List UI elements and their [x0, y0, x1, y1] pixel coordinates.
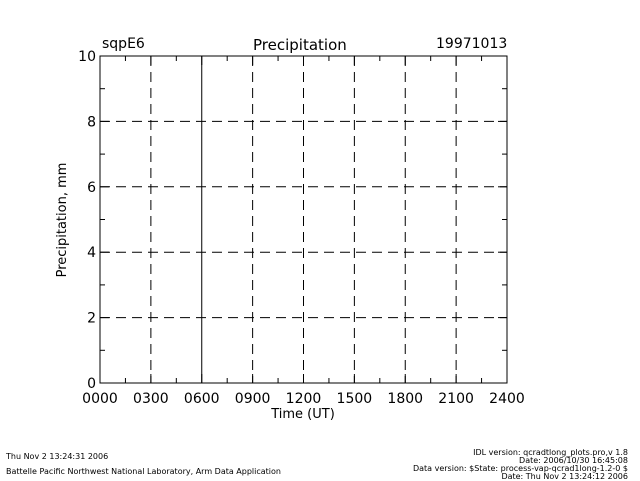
x-tick-label: 0000 — [82, 391, 118, 407]
x-tick-label: 2100 — [438, 391, 474, 407]
chart-title: Precipitation — [253, 36, 347, 54]
footer-idl-version: IDL version: qcradtlong_plots.pro,v 1.8 — [473, 448, 628, 457]
footer-data-version: Data version: $State: process-vap-qcrad1… — [412, 464, 628, 473]
x-tick-label: 2400 — [489, 391, 525, 407]
x-tick-label: 1500 — [337, 391, 373, 407]
grid-layer — [100, 56, 507, 383]
y-tick-label: 8 — [87, 114, 96, 130]
x-tick-label: 0300 — [133, 391, 169, 407]
x-tick-label: 0900 — [235, 391, 271, 407]
x-tick-label: 1200 — [286, 391, 322, 407]
y-tick-label: 4 — [87, 245, 96, 261]
y-axis-label: Precipitation, mm — [55, 163, 70, 278]
x-axis-label: Time (UT) — [270, 407, 335, 422]
tick-labels: 0000 0300 0600 0900 1200 1500 1800 2100 2400 0 2 4 6… — [78, 49, 525, 407]
y-tick-label: 2 — [87, 311, 96, 327]
footer-timestamp: Thu Nov 2 13:24:31 2006 — [6, 452, 109, 461]
footer-lab-name: Battelle Pacific Northwest National Labo… — [6, 467, 281, 476]
footer-data-date: Date: Thu Nov 2 13:24:12 2006 — [501, 472, 628, 481]
tick-marks — [99, 55, 508, 384]
date-label: 19971013 — [436, 36, 508, 52]
y-tick-label: 10 — [78, 49, 96, 65]
station-label: sqpE6 — [102, 36, 145, 52]
x-tick-label: 0600 — [184, 391, 220, 407]
y-tick-label: 6 — [87, 180, 96, 196]
y-tick-label: 0 — [87, 376, 96, 392]
x-tick-label: 1800 — [387, 391, 423, 407]
footer-idl-date: Date: 2006/10/30 16:45:08 — [519, 456, 628, 465]
